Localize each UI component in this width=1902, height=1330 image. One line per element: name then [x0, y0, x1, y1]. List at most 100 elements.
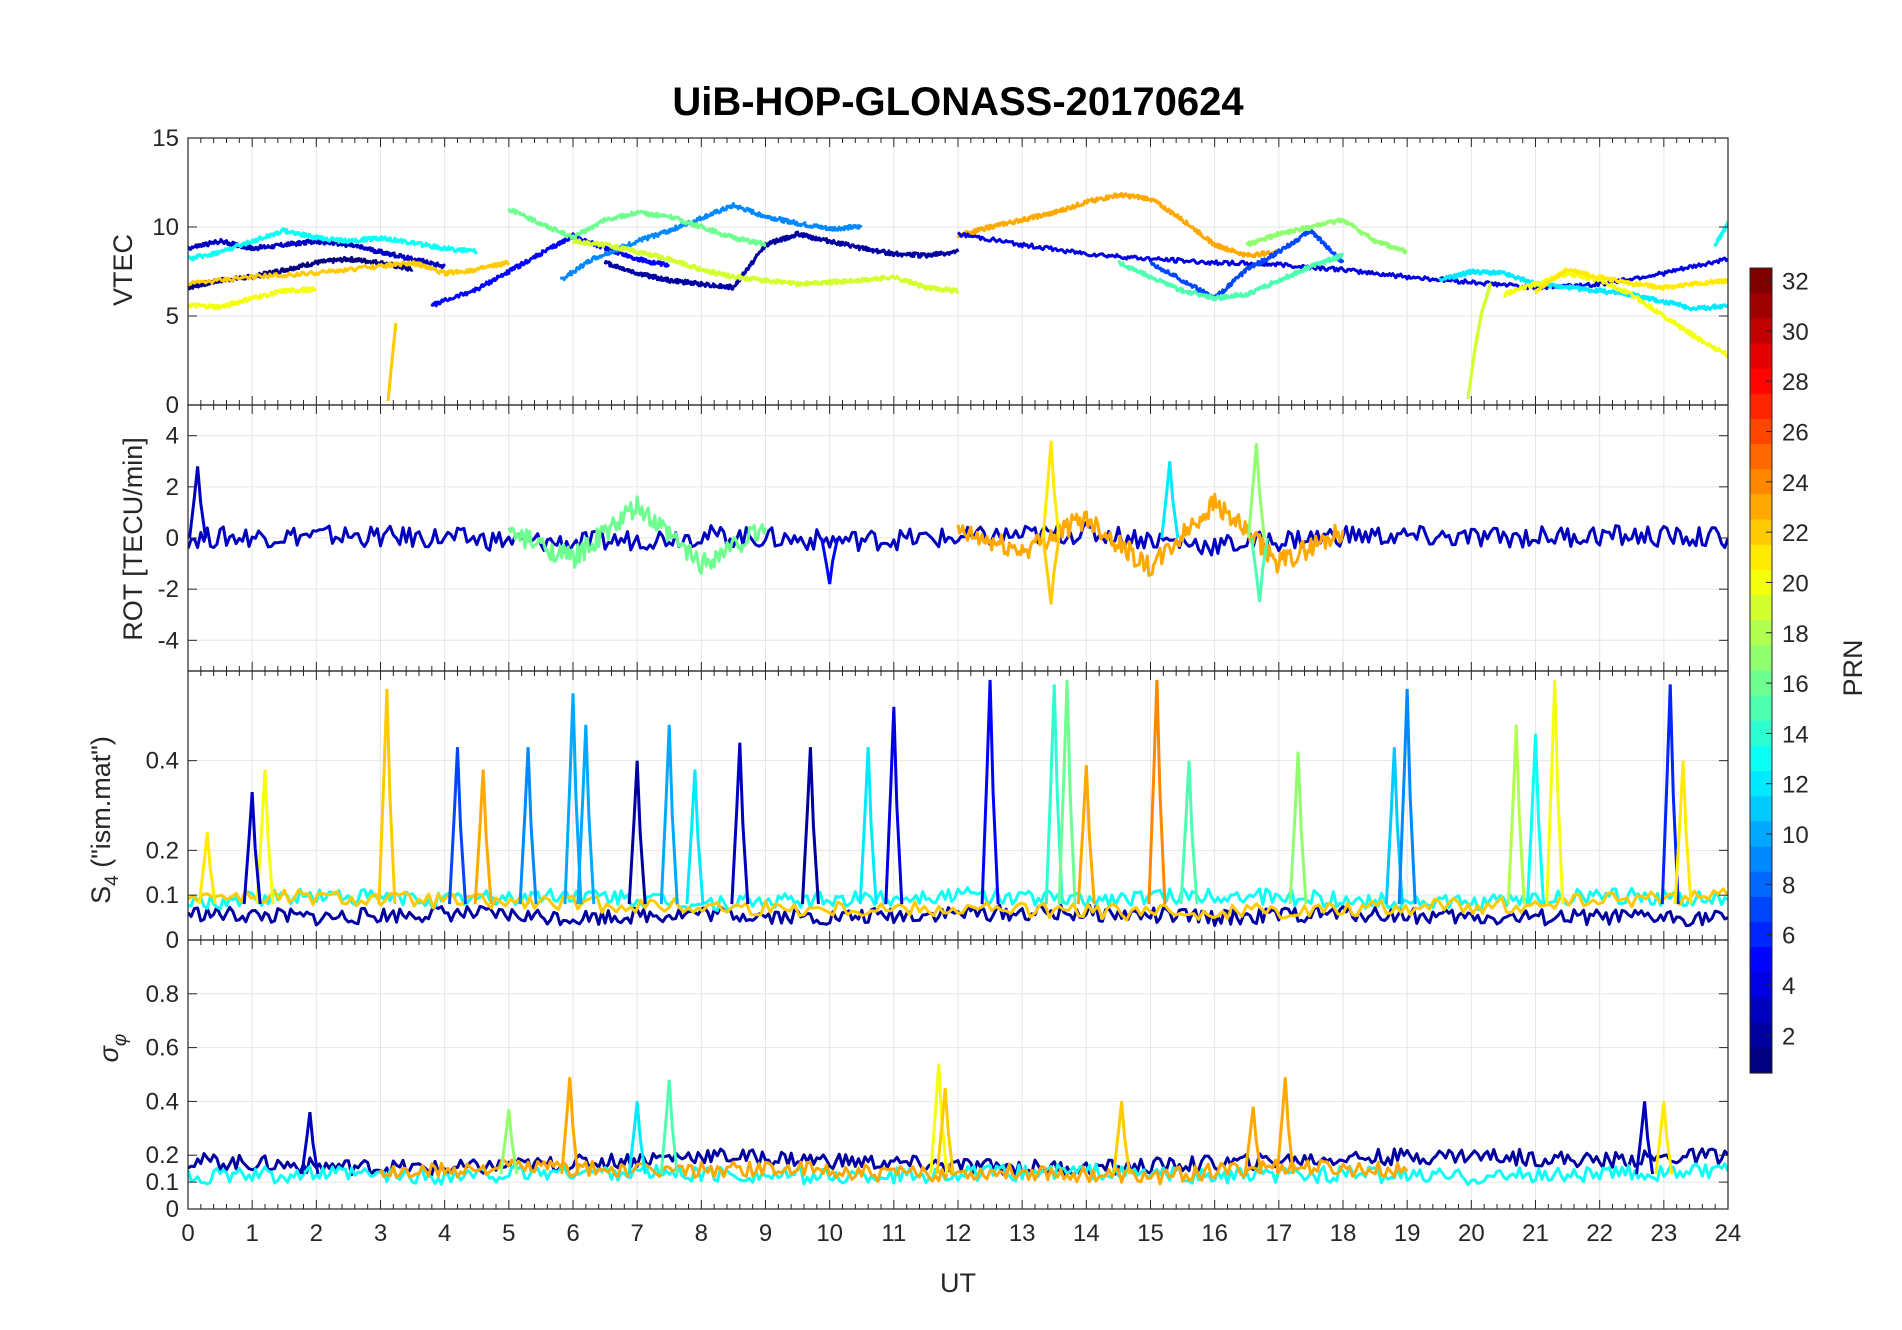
- colorbar-segment: [1750, 846, 1772, 873]
- peak-prn-12: [627, 1101, 647, 1175]
- sigma-ytick-label: 0.8: [146, 981, 179, 1008]
- peak-prn-21: [1654, 1101, 1674, 1175]
- peak-prn-18: [1506, 724, 1526, 905]
- colorbar-tick-label: 14: [1782, 721, 1809, 748]
- colorbar-label: PRN: [1838, 639, 1868, 696]
- xtick-label: 18: [1330, 1220, 1357, 1247]
- colorbar-segment: [1750, 469, 1772, 496]
- colorbar-segment: [1750, 293, 1772, 319]
- colorbar-tick-label: 28: [1782, 369, 1809, 396]
- colorbar-segment: [1750, 268, 1772, 294]
- colorbar-segment: [1750, 821, 1772, 848]
- s4-ytick-label: 0.4: [146, 748, 179, 775]
- rot-ytick-label: -4: [158, 627, 179, 654]
- series-prn-19: [1466, 282, 1492, 400]
- peak-prn-5: [820, 537, 840, 585]
- sigma-ytick-label: 0.4: [146, 1088, 179, 1115]
- colorbar-segment: [1750, 368, 1772, 395]
- colorbar-tick-label: 16: [1782, 671, 1809, 698]
- colorbar-segment: [1750, 871, 1772, 898]
- s4-ytick-label: 0.1: [146, 882, 179, 909]
- peak-prn-15: [1250, 537, 1270, 603]
- series-prn-22: [188, 259, 511, 287]
- colorbar-segment: [1750, 896, 1772, 923]
- peak-prn-3: [242, 791, 262, 905]
- colorbar-segment: [1750, 1047, 1772, 1074]
- rot-ytick-label: 0: [166, 525, 179, 552]
- sigma-ytick-label: 0.1: [146, 1169, 179, 1196]
- peak-prn-21: [1041, 440, 1061, 539]
- colorbar-tick-label: 18: [1782, 621, 1809, 648]
- xtick-label: 7: [630, 1220, 643, 1247]
- xtick-label: 10: [816, 1220, 843, 1247]
- colorbar-segment: [1750, 997, 1772, 1024]
- sigma-ytick-label: 0.2: [146, 1142, 179, 1169]
- colorbar-segment: [1750, 972, 1772, 999]
- colorbar-segment: [1750, 544, 1772, 571]
- peak-prn-7: [448, 747, 467, 905]
- xtick-label: 9: [759, 1220, 772, 1247]
- series-prn-17: [1245, 217, 1408, 255]
- peak-prn-6: [1660, 684, 1680, 905]
- s4-ylabel: S4 ("ism.mat"): [86, 736, 123, 904]
- series-prn-3: [188, 520, 1728, 557]
- xtick-label: 14: [1073, 1220, 1100, 1247]
- series-prn-9: [559, 202, 863, 282]
- peak-prn-12: [858, 747, 878, 905]
- series-prn-23: [379, 1157, 1409, 1186]
- colorbar-segment: [1750, 620, 1772, 646]
- vtec-ytick-label: 10: [152, 214, 179, 241]
- xtick-label: 20: [1458, 1220, 1485, 1247]
- series-prn-22: [188, 887, 1728, 922]
- colorbar-segment: [1750, 771, 1772, 797]
- svg-text:S4 ("ism.mat"): S4 ("ism.mat"): [86, 736, 123, 904]
- xtick-label: 16: [1201, 1220, 1228, 1247]
- sigma-phi-panel: 00.10.20.40.60.80 1 2 3 4 5 6 7 8 9 10 11 12 13 14 15 16…: [146, 939, 1742, 1247]
- colorbar-segment: [1750, 947, 1772, 973]
- colorbar-segment: [1750, 745, 1772, 772]
- xtick-label: 22: [1586, 1220, 1613, 1247]
- series-prn-20: [188, 286, 318, 311]
- peak-prn-15: [659, 1079, 679, 1175]
- colorbar-segment: [1750, 645, 1772, 672]
- peak-prn-12: [1160, 461, 1180, 539]
- xtick-label: 13: [1009, 1220, 1036, 1247]
- peak-prn-3: [300, 1111, 320, 1175]
- colorbar-segment: [1750, 695, 1772, 722]
- peak-prn-12: [685, 769, 705, 905]
- colorbar-tick-label: 12: [1782, 772, 1809, 799]
- colorbar-tick-label: 32: [1782, 269, 1809, 296]
- series-prn-3: [188, 237, 446, 270]
- peak-prn-23: [1275, 1077, 1295, 1175]
- peak-prn-17: [499, 1109, 519, 1175]
- xtick-label: 5: [502, 1220, 515, 1247]
- peak-prn-3: [188, 466, 208, 539]
- vtec-ytick-label: 15: [152, 125, 179, 152]
- peak-prn-3: [1635, 1101, 1655, 1175]
- peak-prn-9: [518, 747, 538, 905]
- colorbar-frame: [1749, 267, 1773, 1074]
- colorbar-tick-label: 2: [1782, 1023, 1795, 1050]
- colorbar-segment: [1750, 569, 1772, 596]
- vtec-panel: 0 5 10 15: [152, 125, 1729, 419]
- series-prn-15: [1117, 252, 1345, 302]
- peak-prn-17: [1246, 443, 1266, 539]
- colorbar-tick-label: 26: [1782, 420, 1809, 447]
- s4-series-group: [188, 679, 1728, 928]
- peak-prn-2: [800, 747, 820, 905]
- colorbar-segment: [1750, 318, 1772, 345]
- peak-prn-23: [1076, 765, 1096, 905]
- peak-prn-20: [929, 1063, 949, 1175]
- peak-prn-23: [560, 1077, 580, 1175]
- peak-prn-23: [473, 769, 493, 905]
- peak-prn-10: [563, 693, 583, 905]
- s4-ytick-label: 0.2: [146, 837, 179, 864]
- colorbar-segment: [1750, 393, 1772, 420]
- series-prn-16: [507, 207, 767, 248]
- series-prn-19: [571, 238, 960, 294]
- xtick-label: 24: [1715, 1220, 1742, 1247]
- series-prn-16: [507, 495, 767, 576]
- peak-prn-13: [1526, 733, 1545, 905]
- colorbar-segment: [1750, 444, 1772, 470]
